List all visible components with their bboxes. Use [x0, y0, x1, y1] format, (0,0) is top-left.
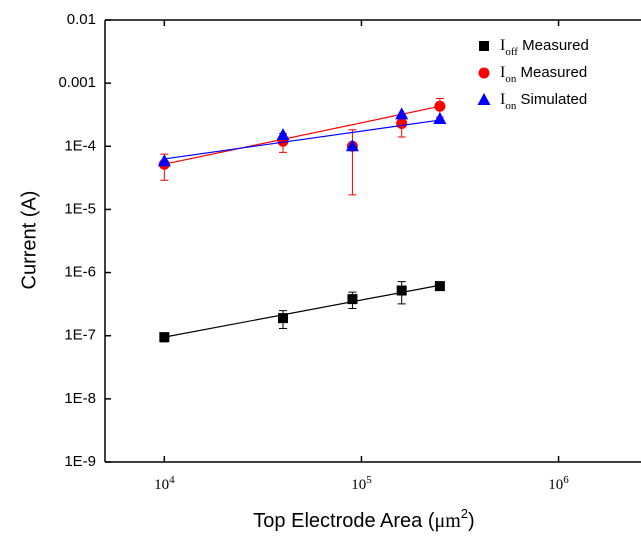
x-axis-title-sup: 2 — [461, 506, 468, 521]
marker-square — [159, 332, 170, 343]
y-tick-label: 0.01 — [67, 11, 96, 28]
legend-label: Ioff Measured — [500, 37, 589, 58]
x-tick-label: 106 — [548, 474, 569, 494]
marker-triangle — [433, 112, 447, 125]
series: Ioff Measured — [159, 37, 589, 343]
x-axis-title: Top Electrode Area (μm2) — [253, 506, 474, 532]
marker-triangle — [276, 128, 290, 141]
legend-text: Measured — [516, 64, 587, 81]
x-axis-title-part: ) — [468, 510, 475, 532]
marker-square — [396, 285, 407, 296]
marker-triangle — [345, 139, 359, 152]
series: Ion Simulated — [157, 91, 587, 167]
x-axis-title-part: Top Electrode Area ( — [253, 510, 435, 532]
y-tick-label: 1E-8 — [64, 390, 96, 407]
x-tick-base: 10 — [351, 477, 366, 493]
y-tick-label: 1E-5 — [64, 200, 96, 217]
marker-triangle — [157, 154, 171, 167]
marker-square — [434, 281, 445, 292]
y-tick-label: 1E-7 — [64, 327, 96, 344]
legend-symbol: I — [500, 37, 505, 54]
marker-circle — [478, 67, 490, 79]
x-tick-exp: 5 — [366, 474, 372, 486]
fit-line — [164, 119, 440, 160]
marker-square — [479, 41, 489, 51]
marker-triangle — [395, 107, 409, 120]
legend-symbol: I — [500, 64, 505, 81]
legend-label: Ion Simulated — [500, 91, 587, 112]
y-tick-label: 1E-9 — [64, 453, 96, 470]
x-axis-title-unit: μm — [435, 510, 462, 532]
x-tick-base: 10 — [548, 477, 563, 493]
marker-triangle — [477, 93, 491, 105]
marker-circle — [396, 117, 408, 129]
x-tick-exp: 6 — [563, 474, 569, 486]
marker-square — [347, 294, 358, 305]
legend-subscript: on — [505, 100, 517, 112]
fit-line — [164, 284, 440, 338]
legend-text: Simulated — [516, 91, 587, 108]
x-tick-exp: 4 — [169, 474, 175, 486]
legend-text: Measured — [518, 37, 589, 54]
y-tick-label: 0.001 — [58, 74, 96, 91]
x-tick-label: 105 — [351, 474, 372, 494]
y-axis-title: Current (A) — [18, 191, 40, 290]
x-tick-label: 104 — [154, 474, 175, 494]
legend-symbol: I — [500, 91, 505, 108]
marker-square — [278, 313, 289, 324]
legend-label: Ion Measured — [500, 64, 587, 85]
fit-line — [164, 105, 441, 165]
y-tick-label: 1E-4 — [64, 137, 96, 154]
marker-circle — [434, 100, 446, 112]
x-tick-base: 10 — [154, 477, 169, 493]
legend-subscript: on — [505, 73, 517, 85]
legend-subscript: off — [505, 46, 518, 58]
y-tick-label: 1E-6 — [64, 264, 96, 281]
